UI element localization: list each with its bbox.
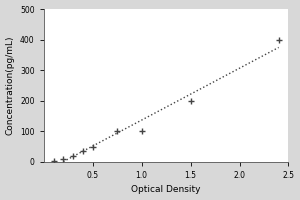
Y-axis label: Concentration(pg/mL): Concentration(pg/mL) [6,36,15,135]
X-axis label: Optical Density: Optical Density [131,185,201,194]
